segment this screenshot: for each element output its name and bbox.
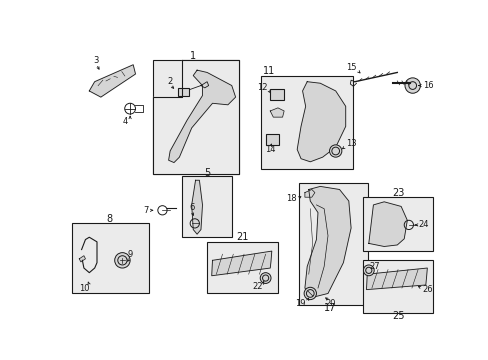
Text: 3: 3: [93, 57, 99, 66]
Polygon shape: [168, 70, 235, 163]
Bar: [298, 183, 367, 305]
Polygon shape: [211, 251, 271, 276]
Polygon shape: [191, 180, 202, 234]
Polygon shape: [270, 108, 284, 117]
Text: 17: 17: [324, 303, 336, 313]
Polygon shape: [368, 202, 407, 247]
Text: 25: 25: [391, 311, 404, 321]
Text: 16: 16: [422, 81, 432, 90]
Polygon shape: [305, 186, 350, 297]
Bar: [71, 223, 148, 293]
Text: 23: 23: [391, 188, 404, 198]
Circle shape: [260, 273, 270, 283]
Bar: [153, 60, 239, 174]
Text: 24: 24: [418, 220, 428, 229]
Polygon shape: [89, 65, 135, 97]
Circle shape: [363, 265, 373, 276]
Bar: [362, 260, 432, 313]
Text: 27: 27: [369, 262, 380, 271]
Bar: [266, 134, 278, 145]
Text: 7: 7: [143, 206, 148, 215]
Bar: [178, 88, 188, 95]
Text: 26: 26: [422, 285, 432, 294]
Text: 20: 20: [325, 299, 335, 308]
Text: 12: 12: [256, 84, 266, 93]
Text: 11: 11: [262, 66, 274, 76]
Circle shape: [115, 253, 130, 268]
Text: 18: 18: [285, 194, 296, 203]
Circle shape: [404, 78, 420, 93]
Polygon shape: [153, 60, 239, 174]
Polygon shape: [305, 189, 314, 197]
Polygon shape: [79, 256, 85, 262]
Text: 14: 14: [264, 145, 275, 154]
Bar: [182, 176, 231, 237]
Text: 2: 2: [167, 77, 172, 86]
Text: 19: 19: [295, 299, 305, 308]
Text: 13: 13: [345, 139, 356, 148]
Text: 4: 4: [122, 117, 128, 126]
Text: 15: 15: [345, 63, 356, 72]
Bar: [270, 89, 284, 100]
Text: 6: 6: [189, 203, 194, 212]
Text: 22: 22: [252, 282, 263, 291]
Text: 1: 1: [190, 50, 196, 60]
Circle shape: [304, 287, 316, 300]
Bar: [362, 197, 432, 251]
Text: 9: 9: [127, 250, 132, 259]
Polygon shape: [366, 268, 427, 289]
Bar: [261, 76, 353, 170]
Text: 5: 5: [203, 167, 210, 177]
Text: 10: 10: [79, 284, 89, 293]
Polygon shape: [297, 82, 345, 162]
Text: 21: 21: [236, 232, 248, 242]
Text: 8: 8: [106, 214, 112, 224]
Bar: [207, 242, 277, 293]
Circle shape: [329, 145, 341, 157]
